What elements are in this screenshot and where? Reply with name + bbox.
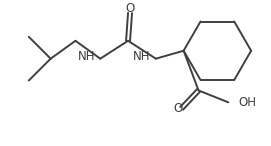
Text: OH: OH: [238, 96, 256, 109]
Text: NH: NH: [133, 50, 150, 63]
Text: NH: NH: [78, 50, 95, 63]
Text: O: O: [125, 2, 135, 15]
Text: O: O: [173, 102, 182, 115]
